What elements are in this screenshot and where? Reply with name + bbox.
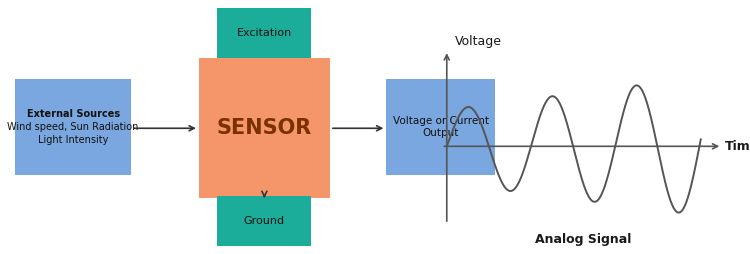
Text: Ground: Ground xyxy=(244,216,285,226)
FancyBboxPatch shape xyxy=(15,79,131,175)
Text: Light Intensity: Light Intensity xyxy=(38,135,108,145)
FancyBboxPatch shape xyxy=(217,8,311,58)
FancyBboxPatch shape xyxy=(386,79,495,175)
Text: Voltage or Current
Output: Voltage or Current Output xyxy=(393,116,489,138)
FancyBboxPatch shape xyxy=(217,196,311,246)
Text: External Sources: External Sources xyxy=(26,109,120,119)
FancyBboxPatch shape xyxy=(199,58,330,198)
Text: Analog Signal: Analog Signal xyxy=(535,233,632,246)
Text: Time: Time xyxy=(724,140,750,153)
Text: Excitation: Excitation xyxy=(237,28,292,38)
Text: Wind speed, Sun Radiation: Wind speed, Sun Radiation xyxy=(8,122,139,132)
Text: Voltage: Voltage xyxy=(454,35,502,48)
Text: SENSOR: SENSOR xyxy=(217,118,312,138)
